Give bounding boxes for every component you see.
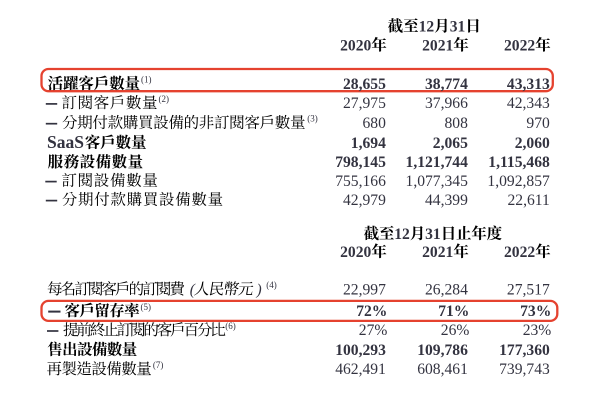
svg-text:22,997: 22,997 <box>343 281 386 298</box>
svg-text:(1): (1) <box>141 75 152 85</box>
svg-text:2,065: 2,065 <box>433 135 468 152</box>
svg-text:71%: 71% <box>438 303 469 320</box>
svg-text:462,491: 462,491 <box>335 361 386 378</box>
svg-text:(4): (4) <box>266 280 277 290</box>
svg-text:26%: 26% <box>441 322 470 339</box>
svg-text:27,517: 27,517 <box>507 281 550 298</box>
svg-text:109,786: 109,786 <box>417 342 468 359</box>
svg-text:2021: 2021 <box>422 37 453 54</box>
svg-text:2021: 2021 <box>422 244 453 261</box>
svg-text:23%: 23% <box>523 322 552 339</box>
svg-text:(: ( <box>190 281 196 298</box>
svg-text:970: 970 <box>526 115 550 132</box>
svg-text:1,077,345: 1,077,345 <box>406 173 469 190</box>
svg-text:100,293: 100,293 <box>335 342 386 359</box>
svg-text:1,092,857: 1,092,857 <box>487 173 550 190</box>
svg-text:(2): (2) <box>159 94 170 104</box>
svg-text:72%: 72% <box>356 303 387 320</box>
svg-text:739,743: 739,743 <box>499 361 550 378</box>
svg-text:27,975: 27,975 <box>343 95 386 112</box>
svg-text:(6): (6) <box>225 321 236 331</box>
svg-text:808: 808 <box>445 115 469 132</box>
svg-text:2020: 2020 <box>340 37 371 54</box>
svg-text:38,774: 38,774 <box>425 76 468 93</box>
svg-text:27%: 27% <box>359 322 388 339</box>
svg-text:44,399: 44,399 <box>425 192 468 209</box>
svg-text:(5): (5) <box>141 302 152 312</box>
svg-text:2,060: 2,060 <box>515 135 550 152</box>
svg-text:755,166: 755,166 <box>335 173 386 190</box>
svg-text:177,360: 177,360 <box>499 342 550 359</box>
svg-text:12: 12 <box>419 18 435 35</box>
svg-text:43,313: 43,313 <box>507 76 550 93</box>
svg-text:(3): (3) <box>307 114 318 124</box>
svg-text:31: 31 <box>425 226 441 243</box>
svg-text:2020: 2020 <box>340 244 371 261</box>
svg-text:28,655: 28,655 <box>343 76 386 93</box>
svg-text:12: 12 <box>394 226 410 243</box>
svg-text:1,121,744: 1,121,744 <box>406 154 469 171</box>
svg-text:42,979: 42,979 <box>343 192 386 209</box>
svg-text:42,343: 42,343 <box>507 95 550 112</box>
svg-text:73%: 73% <box>520 303 551 320</box>
svg-text:(7): (7) <box>153 360 164 370</box>
svg-text:22,611: 22,611 <box>507 192 549 209</box>
svg-text:608,461: 608,461 <box>417 361 468 378</box>
svg-text:): ) <box>256 281 262 298</box>
svg-text:SaaS: SaaS <box>47 132 84 152</box>
svg-text:2022: 2022 <box>504 244 535 261</box>
svg-text:680: 680 <box>363 115 387 132</box>
svg-text:26,284: 26,284 <box>425 281 468 298</box>
svg-text:1,115,468: 1,115,468 <box>488 154 550 171</box>
svg-text:2022: 2022 <box>504 37 535 54</box>
svg-text:1,694: 1,694 <box>351 135 386 152</box>
svg-text:798,145: 798,145 <box>335 154 386 171</box>
svg-text:31: 31 <box>450 18 466 35</box>
svg-text:37,966: 37,966 <box>425 95 468 112</box>
